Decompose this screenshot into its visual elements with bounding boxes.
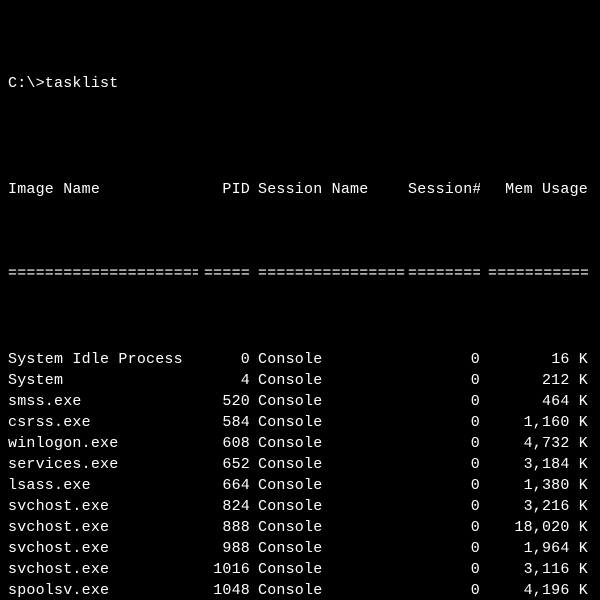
cell-image-name: System Idle Process	[8, 349, 198, 370]
command-prompt: C:\>tasklist	[8, 73, 592, 94]
cell-session-name: Console	[258, 538, 408, 559]
col-image-name: Image Name	[8, 179, 198, 200]
cell-session-name: Console	[258, 580, 408, 600]
cell-mem-usage: 3,216 K	[488, 496, 588, 517]
cell-image-name: services.exe	[8, 454, 198, 475]
cell-image-name: winlogon.exe	[8, 433, 198, 454]
cell-pid: 1016	[198, 559, 250, 580]
cell-session-num: 0	[408, 370, 480, 391]
cell-pid: 4	[198, 370, 250, 391]
terminal-window[interactable]: C:\>tasklist Image Name PID Session Name…	[0, 0, 600, 600]
table-row: System4 Console0 212 K	[8, 370, 592, 391]
table-row: svchost.exe1016 Console0 3,116 K	[8, 559, 592, 580]
cell-image-name: smss.exe	[8, 391, 198, 412]
cell-mem-usage: 3,184 K	[488, 454, 588, 475]
cell-pid: 1048	[198, 580, 250, 600]
cell-image-name: lsass.exe	[8, 475, 198, 496]
cell-session-name: Console	[258, 475, 408, 496]
col-mem-usage: Mem Usage	[488, 179, 588, 200]
cell-session-name: Console	[258, 454, 408, 475]
cell-image-name: svchost.exe	[8, 538, 198, 559]
cell-session-num: 0	[408, 517, 480, 538]
cell-image-name: svchost.exe	[8, 496, 198, 517]
cell-mem-usage: 464 K	[488, 391, 588, 412]
cell-session-name: Console	[258, 370, 408, 391]
cell-pid: 988	[198, 538, 250, 559]
cell-mem-usage: 3,116 K	[488, 559, 588, 580]
cell-mem-usage: 212 K	[488, 370, 588, 391]
table-row: smss.exe520 Console0 464 K	[8, 391, 592, 412]
cell-mem-usage: 4,196 K	[488, 580, 588, 600]
cell-session-num: 0	[408, 391, 480, 412]
cell-image-name: csrss.exe	[8, 412, 198, 433]
cell-pid: 608	[198, 433, 250, 454]
divider-image-name: ========================	[8, 263, 198, 284]
table-divider: ======================== ===== =========…	[8, 263, 592, 284]
cell-mem-usage: 4,732 K	[488, 433, 588, 454]
cell-session-num: 0	[408, 475, 480, 496]
table-row: System Idle Process0Console016 K	[8, 349, 592, 370]
table-header: Image Name PID Session Name Session# Mem…	[8, 179, 592, 200]
cell-session-num: 0	[408, 496, 480, 517]
cell-pid: 888	[198, 517, 250, 538]
table-row: winlogon.exe608 Console0 4,732 K	[8, 433, 592, 454]
cell-session-name: Console	[258, 496, 408, 517]
cell-mem-usage: 1,380 K	[488, 475, 588, 496]
table-row: svchost.exe988 Console0 1,964 K	[8, 538, 592, 559]
cell-session-num: 0	[408, 349, 480, 370]
divider-mem-usage: ===========	[488, 263, 588, 284]
divider-pid: =====	[198, 263, 250, 284]
cell-session-num: 0	[408, 454, 480, 475]
table-row: csrss.exe584 Console0 1,160 K	[8, 412, 592, 433]
cell-mem-usage: 1,160 K	[488, 412, 588, 433]
divider-session-name: ================	[258, 263, 408, 284]
cell-pid: 652	[198, 454, 250, 475]
cell-pid: 584	[198, 412, 250, 433]
table-row: svchost.exe888 Console0 18,020 K	[8, 517, 592, 538]
cell-session-num: 0	[408, 433, 480, 454]
col-pid: PID	[198, 179, 250, 200]
col-session-num: Session#	[408, 179, 480, 200]
cell-image-name: svchost.exe	[8, 559, 198, 580]
col-session-name: Session Name	[258, 179, 408, 200]
cell-pid: 664	[198, 475, 250, 496]
cell-session-num: 0	[408, 412, 480, 433]
table-row: services.exe652 Console0 3,184 K	[8, 454, 592, 475]
cell-pid: 824	[198, 496, 250, 517]
cell-mem-usage: 18,020 K	[488, 517, 588, 538]
cell-session-name: Console	[258, 391, 408, 412]
cell-session-num: 0	[408, 538, 480, 559]
table-row: spoolsv.exe1048 Console0 4,196 K	[8, 580, 592, 600]
cell-image-name: spoolsv.exe	[8, 580, 198, 600]
cell-session-num: 0	[408, 580, 480, 600]
cell-session-name: Console	[258, 517, 408, 538]
cell-session-name: Console	[258, 349, 408, 370]
cell-image-name: System	[8, 370, 198, 391]
cell-session-name: Console	[258, 433, 408, 454]
cell-mem-usage: 1,964 K	[488, 538, 588, 559]
cell-image-name: svchost.exe	[8, 517, 198, 538]
cell-mem-usage: 16 K	[488, 349, 588, 370]
divider-session-num: ========	[408, 263, 480, 284]
cell-session-num: 0	[408, 559, 480, 580]
table-row: svchost.exe824 Console0 3,216 K	[8, 496, 592, 517]
cell-pid: 0	[198, 349, 250, 370]
task-list: System Idle Process0Console016 KSystem4C…	[8, 349, 592, 600]
table-row: lsass.exe664 Console0 1,380 K	[8, 475, 592, 496]
cell-pid: 520	[198, 391, 250, 412]
cell-session-name: Console	[258, 412, 408, 433]
cell-session-name: Console	[258, 559, 408, 580]
